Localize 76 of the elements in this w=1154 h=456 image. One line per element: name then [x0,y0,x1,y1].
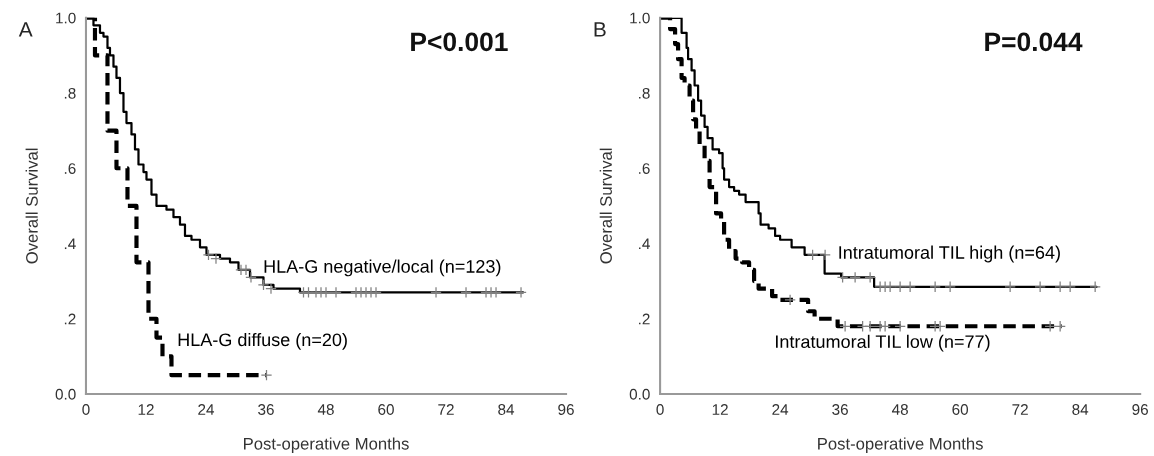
point [819,249,831,261]
x-tick-label: 72 [1012,404,1028,415]
x-tick-label: 36 [258,404,274,415]
y-tick-label: .6 [64,163,76,174]
y-tick-label: .2 [639,313,650,325]
point [806,249,819,261]
y-tick-label: 0.0 [629,388,650,400]
point [879,320,891,333]
x-tick-label: 36 [832,404,848,415]
x-tick-label: 96 [558,404,574,415]
point [904,280,916,293]
point [260,369,273,381]
x-axis-title: Post-operative Months [244,437,409,453]
y-tick-label: .2 [64,313,76,325]
point [864,271,876,284]
y-tick-label: 1.0 [56,12,76,24]
point [944,280,956,293]
y-axis-title: Overall Survival [599,148,612,264]
y-tick-label: .4 [639,238,650,250]
y-axis-title: Overall Survival [25,148,38,264]
point [430,286,442,299]
series-label: HLA-G negative/local (n=123) [264,259,501,277]
chart-title: A [18,22,33,37]
point [784,294,796,306]
series-label: Intratumoral TIL low (n=77) [776,334,990,352]
point [265,282,277,295]
point [849,271,861,284]
series-label: HLA-G diffuse (n=20) [178,332,347,350]
point [240,264,252,276]
x-tick-label: 96 [1132,404,1148,415]
point [210,252,222,265]
x-tick-label: 0 [82,404,90,415]
x-tick-label: 72 [438,404,454,415]
point [884,280,896,293]
point [894,320,906,333]
x-tick-label: 48 [891,404,908,415]
x-tick-label: 12 [712,404,728,415]
chart-title: B [594,22,606,37]
x-axis-title: Post-operative Months [818,437,983,453]
annotation: P=0.044 [985,32,1083,52]
point [1004,280,1016,293]
y-tick-label: 1.0 [630,12,650,24]
y-tick-label: .6 [639,163,650,174]
point [1054,320,1066,333]
x-tick-label: 24 [772,404,789,415]
x-tick-label: 60 [378,404,394,415]
point [1044,320,1056,333]
x-tick-label: 24 [198,404,215,415]
y-tick-label: 0.0 [55,388,76,400]
x-tick-label: 84 [498,404,515,415]
x-tick-label: 0 [656,404,664,415]
x-tick-label: 84 [1072,404,1089,415]
point [460,286,472,299]
point [839,320,851,333]
series-label: Intratumoral TIL high (n=64) [839,245,1060,263]
point [1054,280,1066,293]
point [1064,280,1076,293]
x-tick-label: 12 [138,404,154,415]
x-tick-label: 60 [952,404,969,415]
annotation: P<0.001 [411,32,508,52]
y-tick-label: .4 [64,238,76,250]
point [330,286,342,299]
point [929,280,941,293]
point [934,320,946,333]
point [836,271,849,284]
y-tick-label: .8 [64,87,76,99]
x-tick-label: 48 [317,404,334,415]
point [245,271,257,284]
point [1089,280,1101,293]
point [1034,280,1046,293]
point [894,280,906,293]
point [864,320,876,333]
point [515,286,527,299]
point [257,279,270,291]
point [202,249,215,261]
y-tick-label: .8 [639,87,650,99]
